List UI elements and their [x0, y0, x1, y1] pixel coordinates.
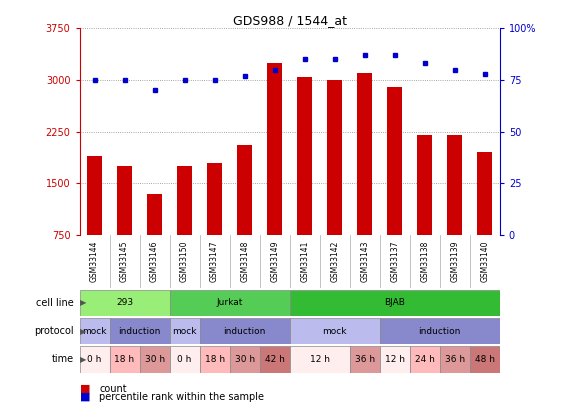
Text: GSM33145: GSM33145: [120, 241, 129, 282]
Bar: [80, 318, 110, 344]
Bar: [387, 87, 402, 287]
Text: 36 h: 36 h: [354, 355, 375, 364]
Text: protocol: protocol: [34, 326, 74, 336]
Text: count: count: [99, 384, 127, 394]
Text: GSM33139: GSM33139: [450, 241, 460, 282]
Bar: [110, 318, 170, 344]
Bar: [410, 346, 440, 373]
Bar: [80, 346, 110, 373]
Bar: [470, 346, 500, 373]
Text: induction: induction: [118, 326, 161, 336]
Title: GDS988 / 1544_at: GDS988 / 1544_at: [233, 14, 346, 27]
Text: GSM33147: GSM33147: [210, 241, 219, 282]
Bar: [147, 194, 162, 287]
Text: ■: ■: [80, 384, 90, 394]
Bar: [117, 166, 132, 287]
Text: 42 h: 42 h: [265, 355, 285, 364]
Text: GSM33141: GSM33141: [300, 241, 309, 282]
Text: BJAB: BJAB: [385, 298, 405, 307]
Text: 36 h: 36 h: [445, 355, 465, 364]
Bar: [350, 346, 380, 373]
Text: 0 h: 0 h: [177, 355, 192, 364]
Bar: [207, 163, 222, 287]
Bar: [327, 80, 342, 287]
Bar: [140, 346, 170, 373]
Bar: [477, 152, 492, 287]
Text: GSM33148: GSM33148: [240, 241, 249, 282]
Bar: [199, 346, 229, 373]
Text: 18 h: 18 h: [204, 355, 225, 364]
Text: GSM33150: GSM33150: [180, 241, 189, 282]
Text: ▶: ▶: [80, 298, 86, 307]
Text: time: time: [52, 354, 74, 364]
Text: mock: mock: [172, 326, 197, 336]
Text: 48 h: 48 h: [475, 355, 495, 364]
Text: 12 h: 12 h: [310, 355, 329, 364]
Text: ■: ■: [80, 392, 90, 402]
Text: GSM33138: GSM33138: [420, 241, 429, 282]
Text: mock: mock: [323, 326, 347, 336]
Bar: [170, 318, 199, 344]
Bar: [290, 346, 350, 373]
Bar: [417, 135, 432, 287]
Text: 24 h: 24 h: [415, 355, 435, 364]
Text: induction: induction: [223, 326, 266, 336]
Text: induction: induction: [419, 326, 461, 336]
Bar: [199, 318, 290, 344]
Bar: [380, 346, 410, 373]
Bar: [267, 63, 282, 287]
Text: 0 h: 0 h: [87, 355, 102, 364]
Bar: [448, 135, 462, 287]
Bar: [80, 290, 170, 316]
Text: GSM33137: GSM33137: [390, 241, 399, 282]
Bar: [297, 77, 312, 287]
Bar: [357, 73, 372, 287]
Text: GSM33146: GSM33146: [150, 241, 159, 282]
Bar: [290, 318, 380, 344]
Text: cell line: cell line: [36, 298, 74, 308]
Text: GSM33144: GSM33144: [90, 241, 99, 282]
Bar: [290, 290, 500, 316]
Bar: [177, 166, 192, 287]
Text: GSM33140: GSM33140: [481, 241, 489, 282]
Text: percentile rank within the sample: percentile rank within the sample: [99, 392, 264, 402]
Bar: [170, 290, 290, 316]
Text: ▶: ▶: [80, 355, 86, 364]
Text: 30 h: 30 h: [235, 355, 254, 364]
Text: 30 h: 30 h: [144, 355, 165, 364]
Text: mock: mock: [82, 326, 107, 336]
Text: GSM33142: GSM33142: [330, 241, 339, 282]
Text: GSM33149: GSM33149: [270, 241, 279, 282]
Bar: [440, 346, 470, 373]
Bar: [380, 318, 500, 344]
Text: 293: 293: [116, 298, 133, 307]
Bar: [110, 346, 140, 373]
Text: GSM33143: GSM33143: [360, 241, 369, 282]
Bar: [87, 156, 102, 287]
Bar: [229, 346, 260, 373]
Text: ▶: ▶: [80, 326, 86, 336]
Bar: [237, 145, 252, 287]
Text: Jurkat: Jurkat: [216, 298, 243, 307]
Bar: [260, 346, 290, 373]
Text: 18 h: 18 h: [115, 355, 135, 364]
Text: 12 h: 12 h: [385, 355, 405, 364]
Bar: [170, 346, 199, 373]
